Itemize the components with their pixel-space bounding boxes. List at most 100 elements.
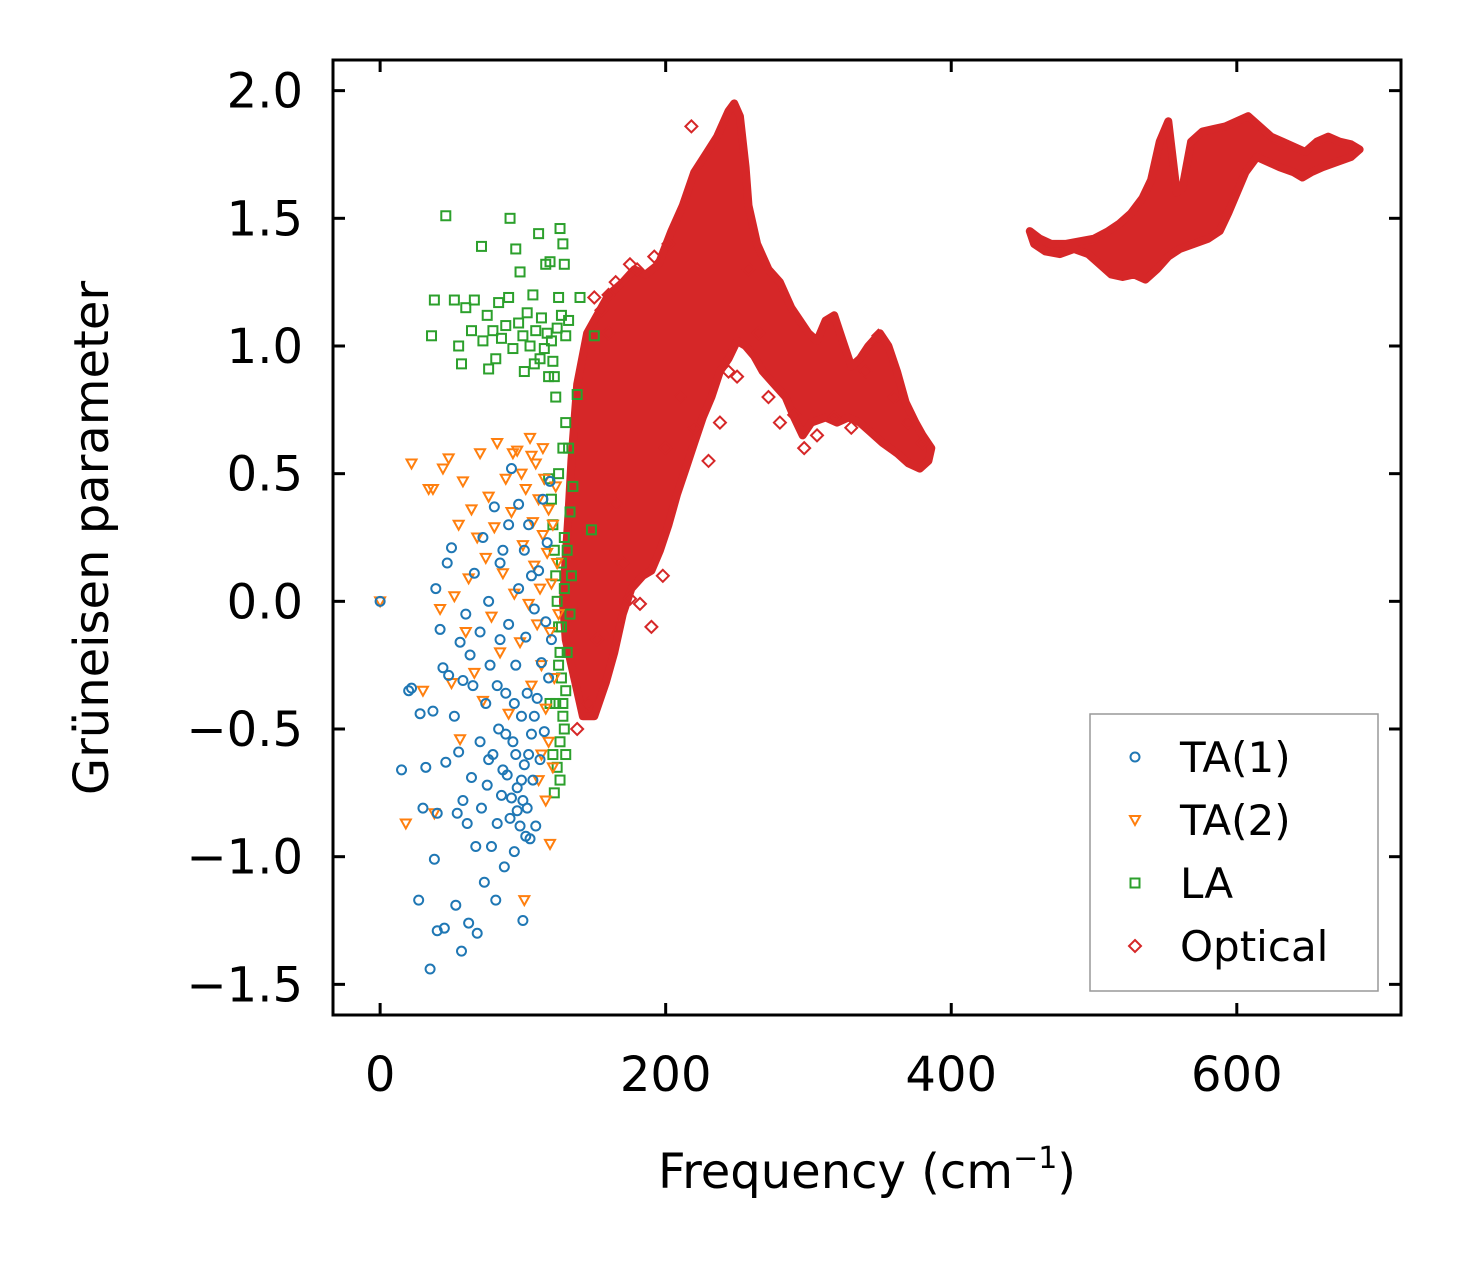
la-point — [555, 621, 567, 633]
ta1-point — [515, 774, 527, 786]
la-point — [560, 685, 572, 697]
ta2-point — [536, 443, 550, 456]
ta1-point — [503, 519, 515, 531]
la-point — [560, 417, 572, 429]
ta2-point — [496, 568, 510, 581]
la-point — [533, 228, 545, 240]
ta1-point — [461, 817, 473, 829]
la-point — [548, 371, 560, 383]
la-point — [557, 697, 569, 709]
ta2-point — [521, 598, 536, 611]
optical-point — [915, 435, 931, 451]
ta2-point — [490, 438, 504, 451]
legend-label-ta2: TA(2) — [1179, 796, 1291, 845]
la-point — [468, 294, 480, 306]
ta1-point — [498, 861, 510, 873]
y-tick-label: 1.5 — [227, 191, 303, 247]
x-tick-label: 0 — [365, 1047, 396, 1103]
optical-point — [615, 555, 631, 571]
ta1-point — [511, 805, 523, 817]
la-point — [557, 442, 569, 454]
ta2-point — [547, 672, 562, 686]
ta2-point — [539, 703, 553, 716]
ta1-point — [477, 532, 489, 543]
ta1-point — [543, 672, 555, 684]
ta2-point — [531, 775, 546, 788]
ta2-point — [517, 895, 532, 908]
optical-point — [661, 236, 676, 252]
ta1-point — [483, 754, 495, 766]
ta1-point — [454, 636, 466, 648]
x-axis-ticks: 0 200 400 600 — [365, 60, 1283, 1103]
la-point — [456, 358, 468, 370]
ta2-point — [441, 453, 456, 466]
ta2-point — [546, 519, 560, 532]
ta2-point — [540, 547, 554, 560]
ta1-point — [515, 710, 527, 722]
la-point — [553, 468, 565, 480]
ta2-point — [529, 458, 543, 471]
ta2-point — [539, 795, 553, 808]
ta1-point — [528, 710, 540, 722]
legend-marker-ta1 — [1129, 751, 1141, 763]
optical-point — [569, 721, 585, 737]
la-point — [565, 570, 577, 582]
la-point — [551, 322, 563, 334]
optical-point — [608, 274, 624, 290]
y-tick-label: −1.5 — [186, 957, 303, 1013]
ta2-point — [484, 611, 499, 624]
optical-point — [858, 364, 873, 379]
plot-frame — [331, 58, 1403, 1017]
la-point — [560, 330, 572, 342]
ta1-point — [525, 570, 537, 582]
ta2-point — [456, 476, 470, 489]
optical-point — [655, 568, 671, 584]
ta1-point — [520, 830, 532, 842]
optical-point — [721, 364, 736, 379]
ta1-point — [467, 680, 479, 692]
ta2-point — [533, 583, 547, 596]
ta2-point — [524, 450, 539, 463]
la-point — [551, 595, 563, 607]
ta1-point — [544, 475, 556, 487]
la-point — [510, 243, 522, 255]
ta1-point — [475, 802, 487, 814]
ta1-point — [541, 537, 553, 549]
ta1-point — [488, 501, 500, 513]
la-point — [453, 340, 465, 352]
ta1-point — [520, 631, 532, 643]
la-point — [561, 544, 573, 556]
ta2-point — [433, 603, 447, 617]
optical-point — [581, 696, 596, 711]
legend-marker-ta2 — [1128, 815, 1142, 828]
ta1-point — [403, 685, 415, 697]
ta2-point — [453, 734, 467, 747]
la-point — [440, 210, 452, 222]
ta1-point — [427, 705, 439, 717]
ta2-point — [479, 552, 493, 565]
la-point — [530, 325, 542, 337]
ta2-point — [550, 558, 564, 571]
ta1-point — [470, 840, 482, 852]
la-point — [564, 608, 576, 620]
ta1-point — [510, 749, 522, 761]
ta1-point — [503, 618, 515, 630]
optical-point — [871, 328, 886, 344]
la-point — [507, 343, 519, 355]
ta1-point — [534, 754, 546, 766]
optical-point — [826, 410, 842, 425]
la-point — [557, 710, 569, 722]
ta1-point — [468, 567, 480, 579]
ta2-point — [399, 818, 413, 831]
ta1-point — [518, 759, 530, 771]
optical-point — [608, 496, 624, 512]
ta1-point — [495, 789, 507, 801]
ta2-point — [487, 522, 502, 535]
ta2-point — [510, 445, 524, 458]
optical-point — [751, 325, 766, 341]
ta2-point — [416, 685, 430, 698]
la-point — [554, 736, 566, 748]
la-point — [514, 266, 526, 278]
ta1-point — [434, 623, 446, 635]
la-point — [558, 723, 570, 735]
